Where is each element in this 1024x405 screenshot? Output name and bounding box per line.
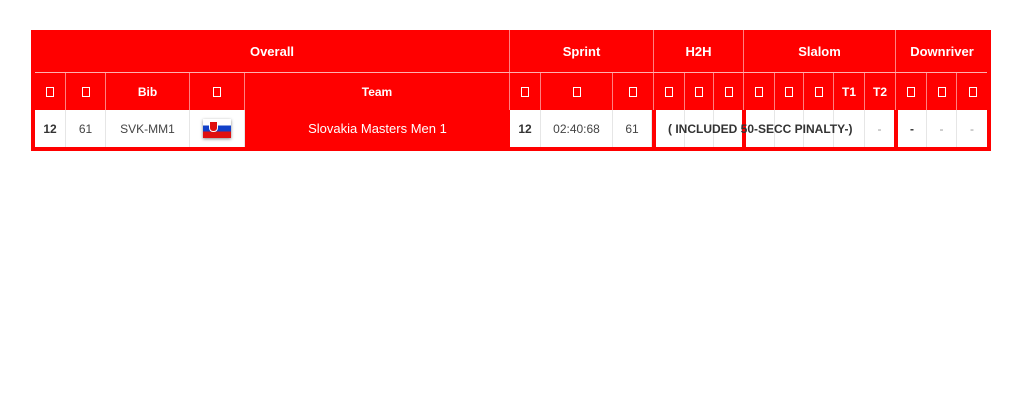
header-sprint-points [613,73,654,110]
missing-glyph-icon [907,86,915,97]
results-table: Overall Sprint H2H Slalom Downriver Bib … [31,30,991,151]
cell-h2h-3 [714,110,742,147]
header-number [66,73,106,110]
header-downriver-1 [896,73,927,110]
header-divider [35,72,987,73]
header-flag [190,73,245,110]
missing-glyph-icon [521,86,529,97]
header-sprint-rank [510,73,541,110]
group-overall: Overall [35,30,510,72]
header-downriver-2 [927,73,957,110]
cell-sprint-rank: 12 [510,110,541,147]
cell-team[interactable]: Slovakia Masters Men 1 [245,110,510,147]
missing-glyph-icon [755,86,763,97]
header-h2h-3 [714,73,744,110]
cell-h2h-1 [656,110,685,147]
penalty-note: ( INCLUDED 50-SECC PINALTY-) [668,121,853,136]
cell-number: 61 [66,110,106,147]
header-sprint-time [541,73,613,110]
header-t1: T1 [834,73,865,110]
group-sprint: Sprint [510,30,654,72]
missing-glyph-icon [724,86,733,97]
group-slalom: Slalom [744,30,896,72]
header-slalom-2 [775,73,804,110]
cell-downriver-3: - [957,110,987,147]
cell-t1 [834,110,865,147]
cell-sprint-points: 61 [613,110,652,147]
header-slalom-1 [744,73,775,110]
missing-glyph-icon [968,86,977,97]
cell-h2h-2 [685,110,714,147]
cell-flag [190,110,245,147]
header-downriver-3 [957,73,988,110]
missing-glyph-icon [695,86,703,97]
missing-glyph-icon [785,86,793,97]
cell-slalom-3 [804,110,834,147]
missing-glyph-icon [937,86,946,97]
header-rank [35,73,66,110]
missing-glyph-icon [572,86,581,97]
missing-glyph-icon [213,86,221,97]
group-downriver: Downriver [910,43,974,59]
cell-rank: 12 [35,110,66,147]
cell-t2: - [865,110,894,147]
header-h2h-2 [685,73,714,110]
slovakia-flag-icon [203,119,231,138]
cell-downriver-2: - [927,110,957,147]
cell-slalom-2 [775,110,804,147]
header-bib: Bib [106,73,190,110]
missing-glyph-icon [81,86,90,97]
header-slalom-3 [804,73,834,110]
group-h2h: H2H [654,30,744,72]
header-t2: T2 [865,73,896,110]
cell-sprint-time: 02:40:68 [541,110,613,147]
cell-downriver-1: - [898,110,927,147]
missing-glyph-icon [46,86,54,97]
header-h2h-1 [654,73,685,110]
missing-glyph-icon [665,86,673,97]
header-team: Team [245,73,510,110]
missing-glyph-icon [629,86,637,97]
cell-slalom-1 [746,110,775,147]
cell-bib: SVK-MM1 [106,110,190,147]
missing-glyph-icon [814,86,823,97]
